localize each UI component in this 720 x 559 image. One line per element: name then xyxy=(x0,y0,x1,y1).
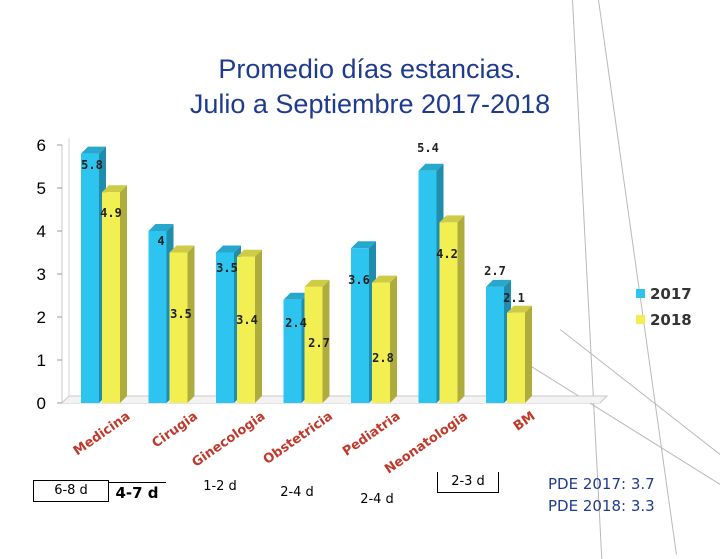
data-label: 2.7 xyxy=(308,336,330,350)
y-tick-label: 1 xyxy=(37,351,46,370)
bar-top xyxy=(283,292,309,300)
legend-label: 2018 xyxy=(650,311,692,329)
legend-swatch xyxy=(636,315,645,324)
y-tick-label: 6 xyxy=(37,136,46,155)
pde-2018: PDE 2018: 3.3 xyxy=(548,497,655,515)
bar-front xyxy=(418,170,437,403)
bar-front xyxy=(81,153,99,403)
chart-bars xyxy=(81,146,532,403)
bar-front xyxy=(372,282,390,403)
bar-front xyxy=(283,299,302,403)
stay-range-label: 2-4 d xyxy=(280,485,314,500)
chart-title-line-2: Julio a Septiembre 2017-2018 xyxy=(189,89,551,119)
bar-front xyxy=(304,286,323,403)
bar-side xyxy=(390,275,397,403)
bar-top xyxy=(418,163,444,171)
bar-front xyxy=(216,252,234,403)
bar-front xyxy=(351,248,369,403)
bar-side xyxy=(120,185,127,403)
chart-title: Promedio días estancias. Julio a Septiem… xyxy=(140,52,600,122)
chart-legend: 2017 2018 xyxy=(636,285,692,329)
x-category-label: Pediatria xyxy=(340,409,403,460)
bar-top xyxy=(351,241,376,249)
bar-2018-ginecologia xyxy=(237,249,262,403)
y-tick-label: 4 xyxy=(37,222,46,241)
bar-2018-pediatria xyxy=(372,275,397,403)
bar-2018-medicina xyxy=(102,185,127,403)
bar-top xyxy=(237,249,262,257)
x-category-label: Cirugia xyxy=(149,409,200,451)
bar-2018-neonatologia xyxy=(439,215,465,403)
stay-range-label: 6-8 d xyxy=(33,480,109,502)
bar-side xyxy=(457,215,465,403)
bar-top xyxy=(148,224,174,231)
stay-range-label: 1-2 d xyxy=(203,479,237,494)
data-label: 2.1 xyxy=(503,291,525,305)
data-label: 4 xyxy=(157,234,164,248)
bar-top xyxy=(439,215,465,223)
data-label: 3.5 xyxy=(170,307,192,321)
data-label: 2.7 xyxy=(484,264,506,278)
bar-front xyxy=(507,312,525,403)
y-tick-label: 0 xyxy=(37,394,46,413)
pde-2017: PDE 2017: 3.7 xyxy=(548,475,655,493)
bar-front xyxy=(486,286,504,403)
data-label: 3.4 xyxy=(236,313,258,327)
bar-front xyxy=(169,252,188,403)
data-label: 2.8 xyxy=(372,351,394,365)
bar-2018-cirugia xyxy=(169,245,195,403)
data-label: 4.9 xyxy=(100,206,122,220)
data-label: 3.6 xyxy=(348,273,370,287)
y-tick-label: 5 xyxy=(37,179,46,198)
data-label: 5.8 xyxy=(81,158,103,172)
legend-label: 2017 xyxy=(650,285,692,303)
bar-side xyxy=(525,305,532,403)
legend-swatch xyxy=(636,289,645,298)
bar-side xyxy=(255,249,262,403)
x-category-label: Obstetricia xyxy=(261,409,336,468)
x-category-label: Medicina xyxy=(71,409,133,459)
bar-top xyxy=(507,305,532,313)
chart-axes: 0 1 2 3 4 5 6 xyxy=(37,136,609,413)
chart-floor xyxy=(61,395,609,404)
bar-2018-obstetricia xyxy=(304,279,330,403)
stay-range-label: 2-3 d xyxy=(437,472,499,493)
stay-range-label: 2-4 d xyxy=(360,492,394,507)
bar-top xyxy=(304,279,330,287)
bar-top xyxy=(169,245,195,253)
data-label: 3.5 xyxy=(216,261,238,275)
data-label: 4.2 xyxy=(436,247,458,261)
bar-top xyxy=(102,185,127,193)
chart-title-line-1: Promedio días estancias. xyxy=(218,54,522,84)
data-label: 5.4 xyxy=(417,141,439,155)
stay-range-label: 4-7 d xyxy=(108,482,166,503)
bar-front xyxy=(102,192,120,403)
bar-side xyxy=(187,245,195,403)
bar-front xyxy=(237,256,255,403)
x-category-label: BM xyxy=(511,409,538,434)
pde-summary: PDE 2017: 3.7 PDE 2018: 3.3 xyxy=(548,473,655,517)
bar-front xyxy=(439,222,458,403)
bar-top xyxy=(486,279,511,287)
bar-top xyxy=(216,245,241,253)
bar-2018-bm xyxy=(507,305,532,403)
x-category-label: Ginecologia xyxy=(189,409,268,470)
y-tick-label: 2 xyxy=(37,308,46,327)
y-tick-label: 3 xyxy=(37,265,46,284)
data-label: 2.4 xyxy=(285,316,307,330)
bar-top xyxy=(81,146,106,154)
bar-side xyxy=(322,279,330,403)
bar-front xyxy=(148,231,167,403)
bar-top xyxy=(372,275,397,283)
